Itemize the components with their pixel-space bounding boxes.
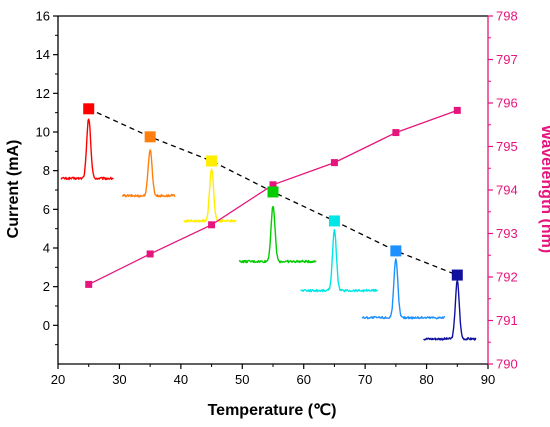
series-layer xyxy=(83,103,463,288)
y-left-tick-label: 12 xyxy=(36,86,50,101)
y-left-tick-label: 16 xyxy=(36,9,50,24)
y-left-tick-label: 0 xyxy=(43,318,50,333)
spectrum-5 xyxy=(300,228,378,293)
spectrum-3 xyxy=(183,168,237,223)
x-tick-label: 60 xyxy=(296,372,310,387)
inset-spectra xyxy=(60,118,477,341)
x-axis-title: Temperature (℃) xyxy=(208,402,337,419)
x-tick-label: 50 xyxy=(235,372,249,387)
y-left-tick-label: 8 xyxy=(43,163,50,178)
axes: 20 30 40 50 60 70 80 90 0 2 4 6 8 10 12 14 16 790 791 792 79… xyxy=(36,9,518,388)
spectrum-2 xyxy=(121,149,176,198)
wavelength-point-7 xyxy=(453,106,461,114)
spectrum-4 xyxy=(238,205,317,264)
x-tick-label: 80 xyxy=(419,372,433,387)
current-point-3 xyxy=(206,155,218,167)
current-point-6 xyxy=(390,245,402,257)
current-point-5 xyxy=(328,215,340,227)
spectrum-1 xyxy=(60,118,114,181)
current-point-1 xyxy=(83,103,95,115)
y-right-tick-label: 796 xyxy=(496,96,518,111)
y-right-tick-label: 791 xyxy=(496,313,518,328)
wavelength-point-3 xyxy=(208,221,216,229)
x-tick-label: 20 xyxy=(51,372,65,387)
y-axis-left-title: Current (mA) xyxy=(5,140,22,239)
spectrum-6 xyxy=(361,258,446,320)
y-right-tick-label: 793 xyxy=(496,226,518,241)
wavelength-point-6 xyxy=(392,129,400,137)
y-right-tick-label: 792 xyxy=(496,270,518,285)
spectrum-7 xyxy=(423,279,477,341)
y-right-tick-label: 798 xyxy=(496,9,518,24)
wavelength-point-4 xyxy=(269,181,277,189)
y-left-tick-label: 2 xyxy=(43,279,50,294)
y-left-tick-label: 4 xyxy=(43,241,50,256)
x-tick-label: 40 xyxy=(174,372,188,387)
current-point-2 xyxy=(144,131,156,143)
y-right-tick-label: 790 xyxy=(496,357,518,372)
x-tick-label: 70 xyxy=(358,372,372,387)
x-tick-label: 30 xyxy=(112,372,126,387)
wavelength-point-1 xyxy=(85,280,93,288)
y-right-tick-label: 797 xyxy=(496,52,518,67)
current-point-7 xyxy=(451,269,463,281)
y-axis-right-title: Wavelength (nm) xyxy=(538,125,550,253)
x-tick-label: 90 xyxy=(481,372,495,387)
y-right-tick-label: 795 xyxy=(496,139,518,154)
y-left-tick-label: 6 xyxy=(43,202,50,217)
y-left-tick-label: 14 xyxy=(36,47,50,62)
wavelength-point-5 xyxy=(330,159,338,167)
current-point-4 xyxy=(267,186,279,198)
y-left-tick-label: 10 xyxy=(36,125,50,140)
wavelength-point-2 xyxy=(146,250,154,258)
y-right-tick-label: 794 xyxy=(496,183,518,198)
